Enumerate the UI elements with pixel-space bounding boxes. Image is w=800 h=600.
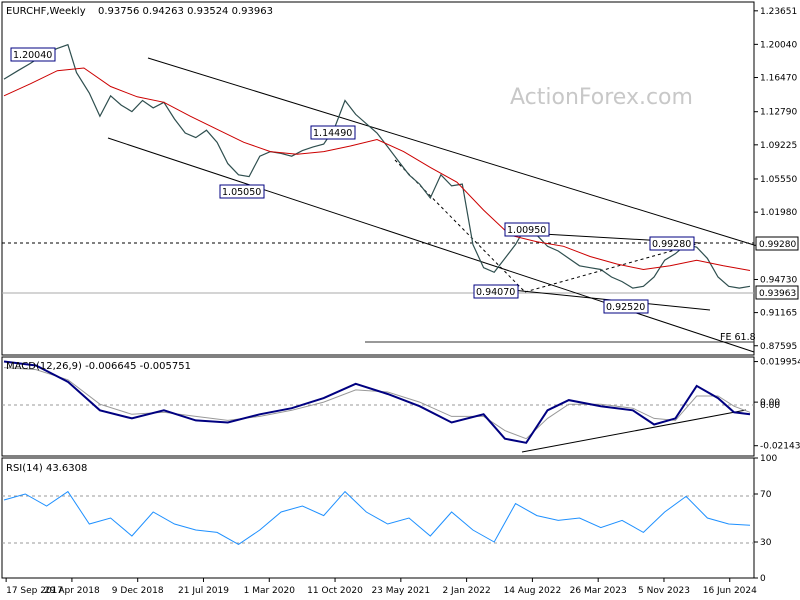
price-tick-label: 0.91165 [760,309,797,319]
reference-price-tag: 0.99280 [755,236,799,251]
x-tick-label: 23 May 2021 [371,586,430,596]
svg-text:1.14490: 1.14490 [313,128,352,139]
svg-text:0.00: 0.00 [760,401,780,411]
x-tick-label: 17 Sep 2017 [6,586,63,596]
ohlc-readout: 0.93756 0.94263 0.93524 0.93963 [98,6,273,17]
x-tick-label: 9 Dec 2018 [112,586,164,596]
svg-text:0.99280: 0.99280 [652,239,691,250]
label-1.05050: 1.05050 [219,184,265,199]
channel-lower-line [107,137,755,353]
label-1.20040: 1.20040 [10,47,56,62]
x-tick-label: 21 Jul 2019 [178,586,229,596]
rsi-tick-label: 0 [760,574,766,584]
projection-line-2 [524,242,701,293]
rsi-line [3,490,751,545]
price-tick-label: 0.87595 [760,342,797,352]
fe-618-label: FE 61.8 [720,332,756,343]
svg-text:0.93963: 0.93963 [759,289,796,299]
x-tick-label: 5 Nov 2023 [638,586,690,596]
x-tick-label: 14 Aug 2022 [504,586,562,596]
macd-tick-label: -0.021434 [760,442,800,452]
x-tick-label: 2 Jan 2022 [442,586,490,596]
price-tick-label: 1.05550 [760,175,797,185]
macd-tick-label: 0.00 [760,398,780,408]
macd-value-tag: 0.00 [760,401,780,411]
x-tick-label: 26 Mar 2023 [570,586,627,596]
label-0.92520: 0.92520 [603,299,649,314]
svg-text:0.99280: 0.99280 [759,240,796,250]
watermark: ActionForex.com [510,85,693,110]
macd-title: MACD(12,26,9) -0.006645 -0.005751 [6,361,191,372]
price-tick-label: 1.01980 [760,208,797,218]
x-tick-label: 29 Apr 2018 [44,586,100,596]
rsi-tick-label: 100 [760,454,777,464]
macd-signal-line [3,367,751,440]
macd-trend-line [521,409,747,453]
x-tick-label: 16 Jun 2024 [703,586,757,596]
price-tick-label: 1.09225 [760,141,797,151]
macd-line [3,360,751,444]
channel-upper-line [147,57,755,246]
x-tick-label: 11 Oct 2020 [307,586,363,596]
rsi-axis: 100 70 30 0 [754,454,777,584]
moving-average-line [3,67,751,271]
x-tick-label: 1 Mar 2020 [244,586,296,596]
label-0.99280: 0.99280 [649,236,695,251]
current-price-tag: 0.93963 [755,285,799,300]
price-tick-label: 0.94730 [760,276,797,286]
price-tick-label: 1.20040 [760,40,797,50]
rsi-tick-label: 70 [760,490,772,500]
label-0.94070: 0.94070 [473,284,519,299]
rsi-pane [1,457,755,579]
svg-text:0.94070: 0.94070 [476,287,515,298]
macd-pane [1,356,755,457]
svg-text:1.05050: 1.05050 [222,187,261,198]
svg-text:1.20040: 1.20040 [13,50,52,61]
price-tick-label: 1.23651 [760,7,797,17]
price-tick-label: 1.12790 [760,108,797,118]
svg-text:1.00950: 1.00950 [507,225,546,236]
label-1.00950: 1.00950 [504,222,550,237]
rsi-tick-label: 30 [760,538,772,548]
price-tick-label: 1.16470 [760,74,797,84]
price-axis: 1.23651 1.20040 1.16470 1.12790 1.09225 1.055… [754,7,797,352]
rsi-title: RSI(14) 43.6308 [6,463,87,474]
label-1.14490: 1.14490 [310,125,356,140]
price-series-line [3,43,751,289]
macd-tick-label: 0.019954 [760,358,800,368]
chart-title: EURCHF,Weekly [6,6,86,17]
svg-text:0.92520: 0.92520 [606,302,645,313]
macd-axis: 0.019954 0.00 -0.021434 [754,358,800,452]
